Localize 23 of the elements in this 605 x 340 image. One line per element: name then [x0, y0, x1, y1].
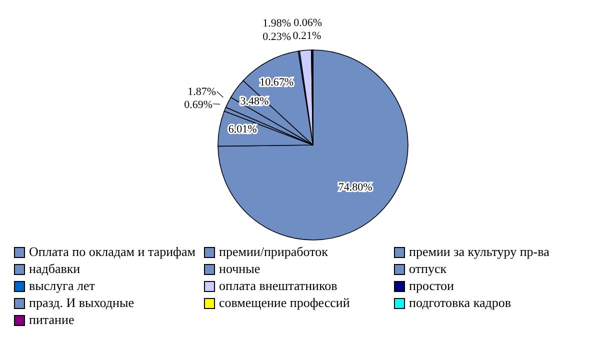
legend-label: премии за культуру пр-ва — [409, 244, 550, 260]
data-label: 6.01% — [228, 123, 257, 136]
legend-label: питание — [29, 312, 74, 328]
data-label: 0.06% — [294, 17, 322, 29]
legend-label: совмещение профессий — [219, 295, 350, 311]
data-label: 10.67% — [260, 76, 294, 88]
data-label: 1.98% — [262, 17, 291, 30]
legend-label: ночные — [219, 261, 260, 277]
pie-slice — [218, 50, 408, 240]
data-label: 0.21% — [292, 30, 322, 42]
legend-label: надбавки — [29, 261, 80, 277]
data-label: 0.23% — [262, 31, 291, 44]
legend-label: премии/приработок — [219, 244, 328, 260]
legend-label: простои — [409, 278, 454, 294]
data-label: 1.87% — [188, 86, 216, 98]
legend-label: Оплата по окладам и тарифам — [29, 244, 196, 260]
legend-label: отпуск — [409, 261, 447, 277]
data-label: 74.80% — [338, 182, 372, 194]
data-label: 0.69% — [184, 98, 213, 111]
legend-label: выслуга лет — [29, 278, 95, 294]
legend-label: празд. И выходные — [29, 295, 134, 311]
legend-label: оплата внештатников — [219, 278, 338, 294]
legend-label: подготовка кадров — [409, 295, 511, 311]
